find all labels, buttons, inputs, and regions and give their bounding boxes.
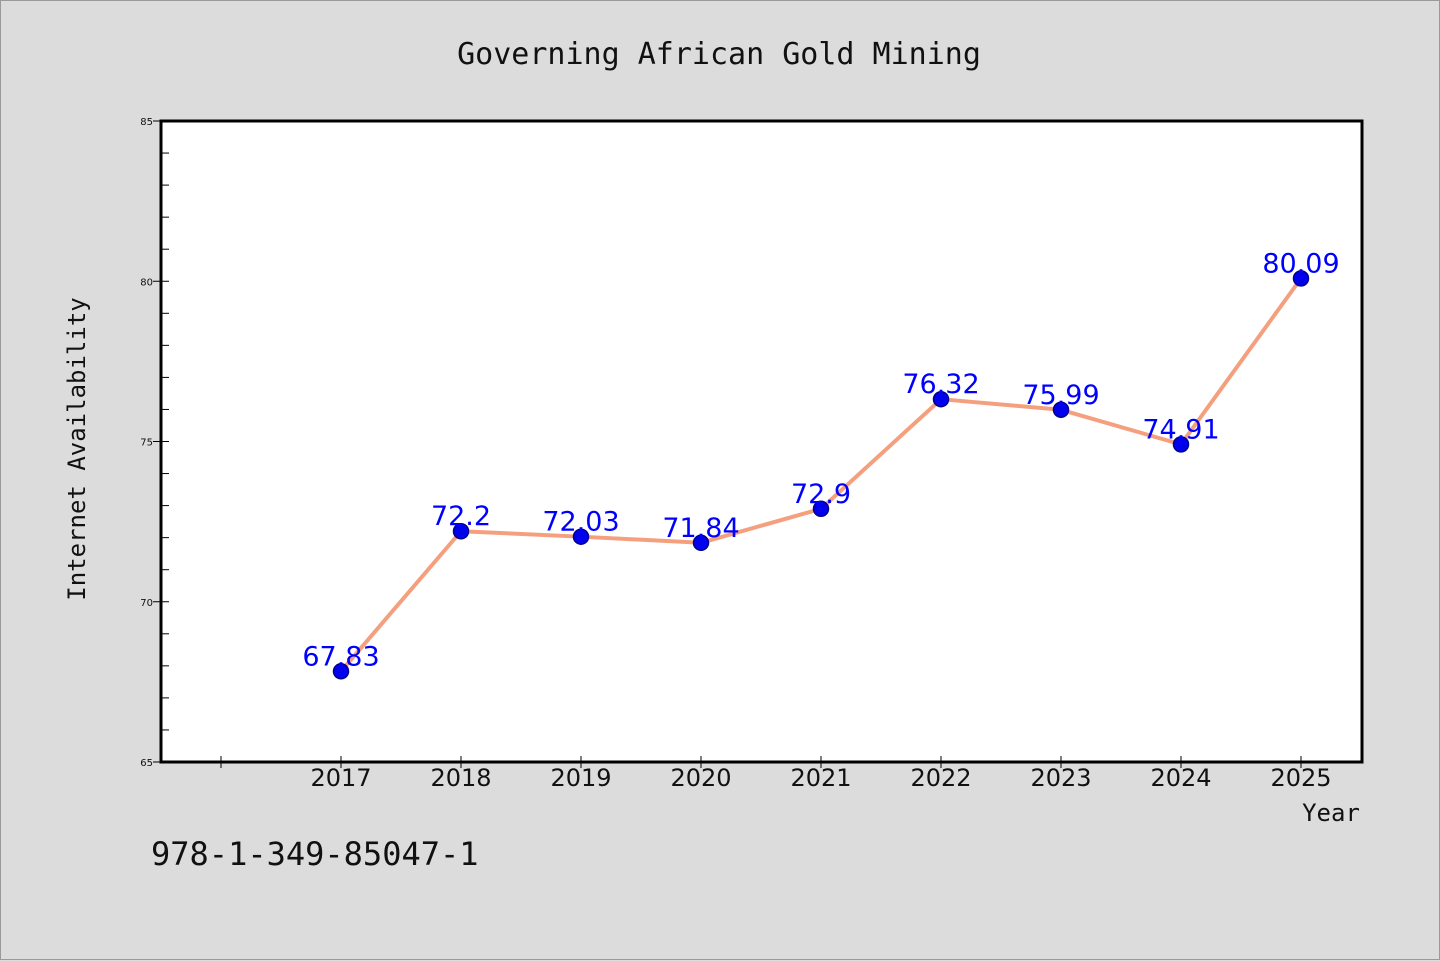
data-label: 76.32: [902, 369, 979, 400]
x-tick-label: 2020: [670, 764, 731, 792]
y-tick-label: 75: [140, 438, 153, 449]
y-axis-label: Internet Availability: [63, 297, 91, 600]
y-axis: 65 70 75 80 85: [140, 117, 169, 769]
data-point-marker: [1172, 436, 1190, 453]
plot-area: [159, 119, 1364, 764]
x-tick-label: 2022: [910, 764, 971, 792]
data-label: 72.9: [791, 479, 851, 510]
data-label: 72.2: [431, 501, 491, 532]
data-point-marker: [1052, 401, 1070, 419]
data-label: 74.91: [1142, 414, 1219, 445]
y-tick-label: 70: [140, 598, 153, 609]
x-tick-label: 2023: [1030, 764, 1091, 792]
data-point-marker: [332, 663, 350, 680]
data-label: 75.99: [1022, 380, 1099, 411]
x-tick-label: 2024: [1150, 764, 1211, 792]
data-point-marker: [932, 390, 950, 408]
isbn-text: 978-1-349-85047-1: [151, 835, 479, 873]
x-tick-label: 2017: [310, 764, 371, 792]
data-point-marker: [692, 534, 710, 552]
x-tick-label: 2025: [1270, 764, 1331, 792]
x-axis-label: Year: [1302, 799, 1360, 827]
marker-layer: [332, 270, 1310, 680]
x-tick-label: 2021: [790, 764, 851, 792]
data-label-layer: 67.83 72.2 72.03 71.84 72.9 76.32 75.99 74.91 80…: [302, 248, 1339, 672]
chart-title: Governing African Gold Mining: [457, 37, 981, 72]
data-label: 67.83: [302, 641, 379, 672]
data-label: 71.84: [662, 513, 739, 544]
y-tick-label: 80: [140, 277, 153, 288]
data-point-marker: [1292, 270, 1310, 287]
y-tick-label: 65: [140, 758, 153, 769]
x-tick-label: 2019: [550, 764, 611, 792]
data-point-marker: [452, 522, 470, 540]
y-tick-label: 85: [140, 117, 153, 128]
x-axis: 2017 2018 2019 2020 2021 2022 2023 2024 2025: [220, 756, 1332, 792]
data-label: 80.09: [1262, 248, 1339, 279]
data-label: 72.03: [542, 507, 619, 538]
x-tick-label: 2018: [430, 764, 491, 792]
data-point-marker: [572, 528, 590, 545]
data-point-marker: [812, 500, 830, 518]
